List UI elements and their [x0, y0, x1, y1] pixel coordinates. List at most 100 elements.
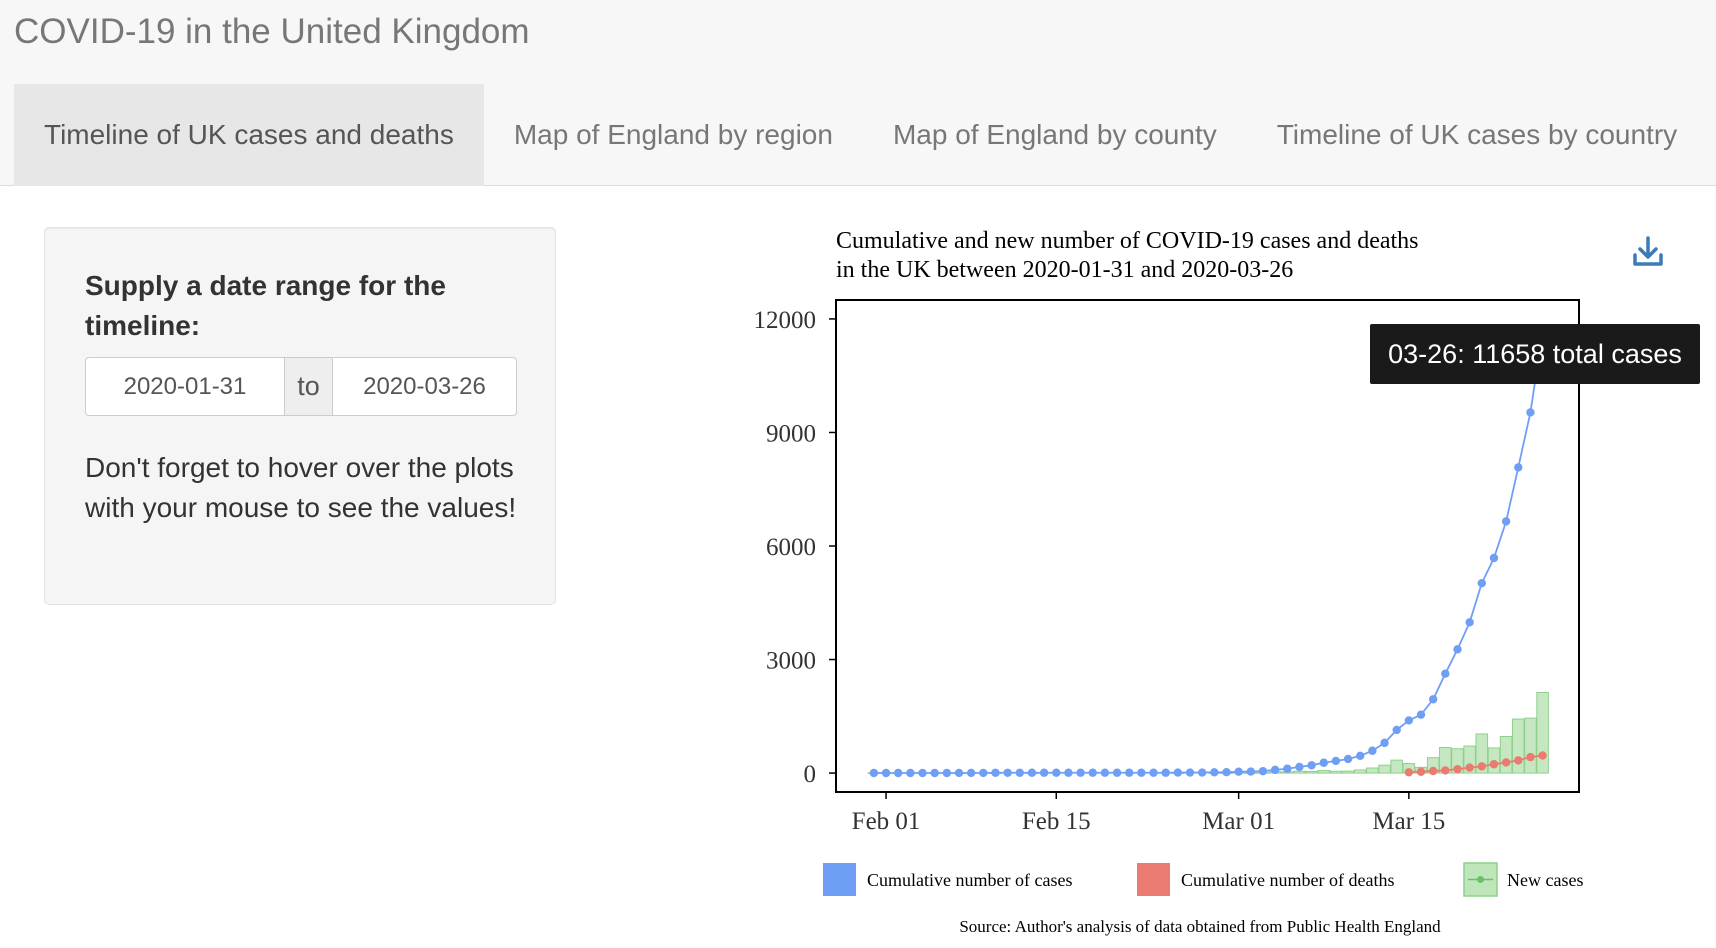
legend-label-cases: Cumulative number of cases [867, 870, 1072, 890]
cases-point[interactable] [1234, 767, 1243, 776]
x-axis: Feb 01 Feb 15 Mar 01 Mar 15 [852, 792, 1445, 835]
new-cases-bar[interactable] [1341, 770, 1355, 774]
cases-point[interactable] [1100, 768, 1110, 777]
new-cases-bar[interactable] [1463, 745, 1476, 774]
deaths-point[interactable] [1514, 756, 1523, 765]
cases-point[interactable] [1501, 517, 1511, 526]
cases-point[interactable] [1064, 768, 1073, 777]
deaths-point[interactable] [1441, 766, 1450, 775]
new-cases-bar[interactable] [1353, 769, 1367, 774]
download-plot-button[interactable] [1628, 232, 1668, 272]
new-cases-bar[interactable] [1390, 759, 1403, 774]
cases-point[interactable] [918, 768, 927, 778]
end-date-input[interactable] [332, 357, 517, 416]
tab-timeline-cases-deaths[interactable]: Timeline of UK cases and deaths [14, 84, 484, 186]
cases-point[interactable] [1210, 768, 1219, 777]
new-cases-bar[interactable] [1305, 770, 1318, 774]
cases-point[interactable] [1356, 751, 1365, 761]
new-cases-bar[interactable] [1329, 770, 1343, 774]
cases-point[interactable] [1514, 463, 1523, 472]
new-cases-bar[interactable] [1512, 718, 1525, 774]
cases-point[interactable] [1088, 768, 1097, 777]
cases-point[interactable] [930, 768, 939, 778]
cases-point[interactable] [869, 768, 879, 778]
tab-timeline-country[interactable]: Timeline of UK cases by country [1276, 119, 1678, 150]
cases-point[interactable] [1465, 618, 1474, 627]
cases-point[interactable] [1343, 754, 1353, 764]
cases-point[interactable] [1039, 768, 1049, 777]
new-cases-bar[interactable] [1499, 735, 1513, 774]
cases-point[interactable] [1246, 767, 1255, 776]
cases-point[interactable] [966, 768, 976, 778]
cases-point[interactable] [1319, 758, 1328, 767]
new-cases-bar[interactable] [1293, 770, 1306, 774]
cases-point[interactable] [991, 768, 1000, 777]
cases-point[interactable] [1052, 768, 1061, 777]
cases-point[interactable] [1270, 765, 1280, 775]
cases-point[interactable] [1137, 768, 1146, 777]
new-cases-bar[interactable] [1317, 770, 1331, 774]
download-icon [1633, 236, 1663, 266]
deaths-point[interactable] [1416, 767, 1426, 776]
deaths-point[interactable] [1453, 764, 1462, 774]
cases-point[interactable] [906, 768, 915, 778]
cases-point[interactable] [1380, 738, 1389, 748]
deaths-point[interactable] [1526, 752, 1535, 762]
hover-hint-text: Don't forget to hover over the plots wit… [85, 452, 517, 523]
cases-point[interactable] [1125, 768, 1134, 777]
cases-point[interactable] [942, 768, 952, 778]
cases-point[interactable] [1076, 768, 1085, 777]
deaths-point[interactable] [1404, 768, 1414, 777]
cases-point[interactable] [1149, 768, 1158, 777]
cases-point[interactable] [1428, 695, 1438, 704]
cases-point[interactable] [1003, 768, 1012, 777]
cases-point[interactable] [1112, 768, 1122, 777]
new-cases-bar[interactable] [1378, 764, 1391, 774]
x-tick-label: Feb 01 [852, 808, 921, 835]
deaths-point[interactable] [1538, 751, 1547, 760]
start-date-input[interactable] [85, 357, 285, 416]
cases-point[interactable] [1526, 408, 1535, 417]
cases-point[interactable] [1331, 756, 1341, 766]
tab-map-region[interactable]: Map of England by region [513, 119, 833, 150]
cases-point[interactable] [881, 768, 891, 778]
cases-point[interactable] [1489, 553, 1499, 563]
series-lines [873, 331, 1544, 774]
legend: Cumulative number of cases Cumulative nu… [823, 862, 1583, 897]
cases-point[interactable] [1185, 768, 1195, 777]
cases-point[interactable] [1368, 746, 1377, 755]
deaths-point[interactable] [1477, 762, 1487, 771]
cases-point[interactable] [1222, 768, 1231, 777]
cases-point[interactable] [1295, 762, 1304, 772]
deaths-point[interactable] [1501, 758, 1511, 767]
cases-point[interactable] [1416, 710, 1426, 719]
new-cases-bar[interactable] [1366, 767, 1379, 774]
deaths-point[interactable] [1428, 766, 1438, 776]
cases-point[interactable] [979, 768, 988, 778]
cases-point[interactable] [1453, 645, 1462, 654]
cases-point[interactable] [1392, 725, 1401, 735]
cases-point[interactable] [1441, 669, 1450, 678]
x-tick-label: Mar 01 [1202, 808, 1275, 835]
new-cases-bar[interactable] [1475, 733, 1489, 774]
cases-point[interactable] [1283, 764, 1292, 773]
cases-point[interactable] [894, 768, 903, 778]
cases-point[interactable] [1404, 716, 1414, 725]
cases-point[interactable] [1173, 768, 1183, 777]
deaths-point[interactable] [1489, 760, 1499, 769]
chart-title: Cumulative and new number of COVID-19 ca… [836, 228, 1419, 254]
cases-point[interactable] [1197, 768, 1207, 777]
new-cases-bar[interactable] [1524, 717, 1537, 774]
cases-point[interactable] [1027, 768, 1037, 777]
cases-point[interactable] [1307, 761, 1316, 770]
cases-point[interactable] [1015, 768, 1024, 777]
timeline-chart[interactable]: Cumulative and new number of COVID-19 ca… [720, 220, 1700, 946]
cases-point[interactable] [1477, 578, 1487, 588]
cases-point[interactable] [1258, 766, 1268, 776]
new-cases-bar[interactable] [1536, 692, 1549, 774]
cases-point[interactable] [1161, 768, 1170, 777]
new-cases-bars [867, 692, 1549, 775]
cases-point[interactable] [954, 768, 964, 778]
tab-map-county[interactable]: Map of England by county [892, 119, 1217, 150]
deaths-point[interactable] [1465, 763, 1474, 772]
